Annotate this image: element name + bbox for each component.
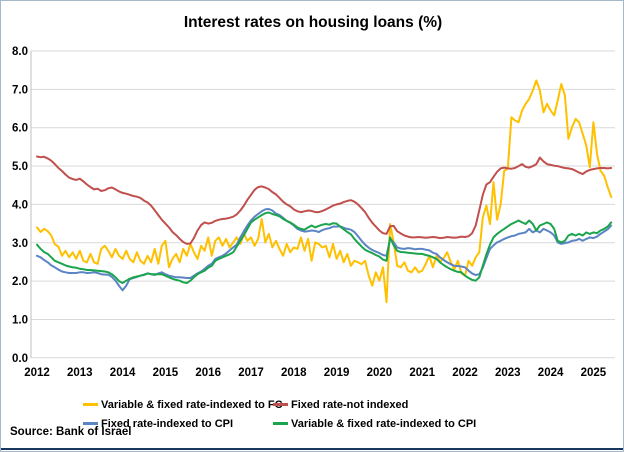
y-tick-label-6.0: 6.0: [12, 123, 28, 135]
y-tick-label-3.0: 3.0: [12, 238, 28, 250]
x-tick-label-2019: 2019: [324, 367, 350, 379]
x-tick-label-2017: 2017: [238, 367, 264, 379]
legend-item-variable-fixed-fc: Variable & fixed rate-indexed to FC: [83, 399, 283, 411]
legend-marker-variable-fixed-cpi: [273, 422, 288, 425]
y-tick-label-7.0: 7.0: [12, 84, 28, 96]
y-tick-label-1.0: 1.0: [12, 314, 28, 326]
chart-legend: Variable & fixed rate-indexed to FC Fixe…: [83, 395, 476, 433]
x-tick-label-2020: 2020: [367, 367, 393, 379]
legend-label: Variable & fixed rate-indexed to FC: [101, 398, 283, 411]
source-note: Source: Bank of Israel: [10, 426, 132, 438]
x-tick-label-2023: 2023: [495, 367, 521, 379]
bottom-rule: [1, 448, 623, 450]
x-tick-label-2025: 2025: [581, 367, 607, 379]
legend-item-fixed-cpi: Fixed rate-indexed to CPI: [83, 418, 273, 430]
x-tick-label-2014: 2014: [110, 367, 136, 379]
x-tick-label-2015: 2015: [153, 367, 179, 379]
series-line-variable-fixed-rate-indexed-to-fc: [36, 79, 613, 304]
chart-title: Interest rates on housing loans (%): [183, 14, 443, 31]
y-tick-label-8.0: 8.0: [12, 46, 28, 58]
x-tick-label-2024: 2024: [538, 367, 564, 379]
legend-marker-fixed-not-indexed: [273, 403, 288, 406]
x-tick-label-2016: 2016: [195, 367, 221, 379]
x-tick-label-2022: 2022: [452, 367, 478, 379]
legend-item-variable-fixed-cpi: Variable & fixed rate-indexed to CPI: [273, 418, 476, 430]
x-tick-label-2012: 2012: [24, 367, 50, 379]
legend-item-fixed-not-indexed: Fixed rate-not indexed: [273, 399, 476, 411]
x-tick-label-2013: 2013: [67, 367, 93, 379]
legend-label: Variable & fixed rate-indexed to CPI: [291, 417, 477, 430]
series-line-fixed-rate-indexed-to-cpi: [36, 208, 613, 292]
series-line-fixed-rate-not-indexed: [36, 155, 613, 245]
legend-marker-fixed-cpi: [83, 422, 98, 425]
legend-label: Fixed rate-indexed to CPI: [101, 417, 234, 430]
x-tick-label-2021: 2021: [409, 367, 435, 379]
x-tick-label-2018: 2018: [281, 367, 307, 379]
y-tick-label-0.0: 0.0: [12, 353, 28, 365]
legend-marker-variable-fixed-fc: [83, 403, 98, 406]
series-line-variable-fixed-rate-indexed-to-cpi: [36, 211, 613, 284]
legend-label: Fixed rate-not indexed: [291, 398, 409, 411]
y-tick-label-2.0: 2.0: [12, 276, 28, 288]
y-tick-label-5.0: 5.0: [12, 161, 28, 173]
y-tick-label-4.0: 4.0: [12, 199, 28, 211]
